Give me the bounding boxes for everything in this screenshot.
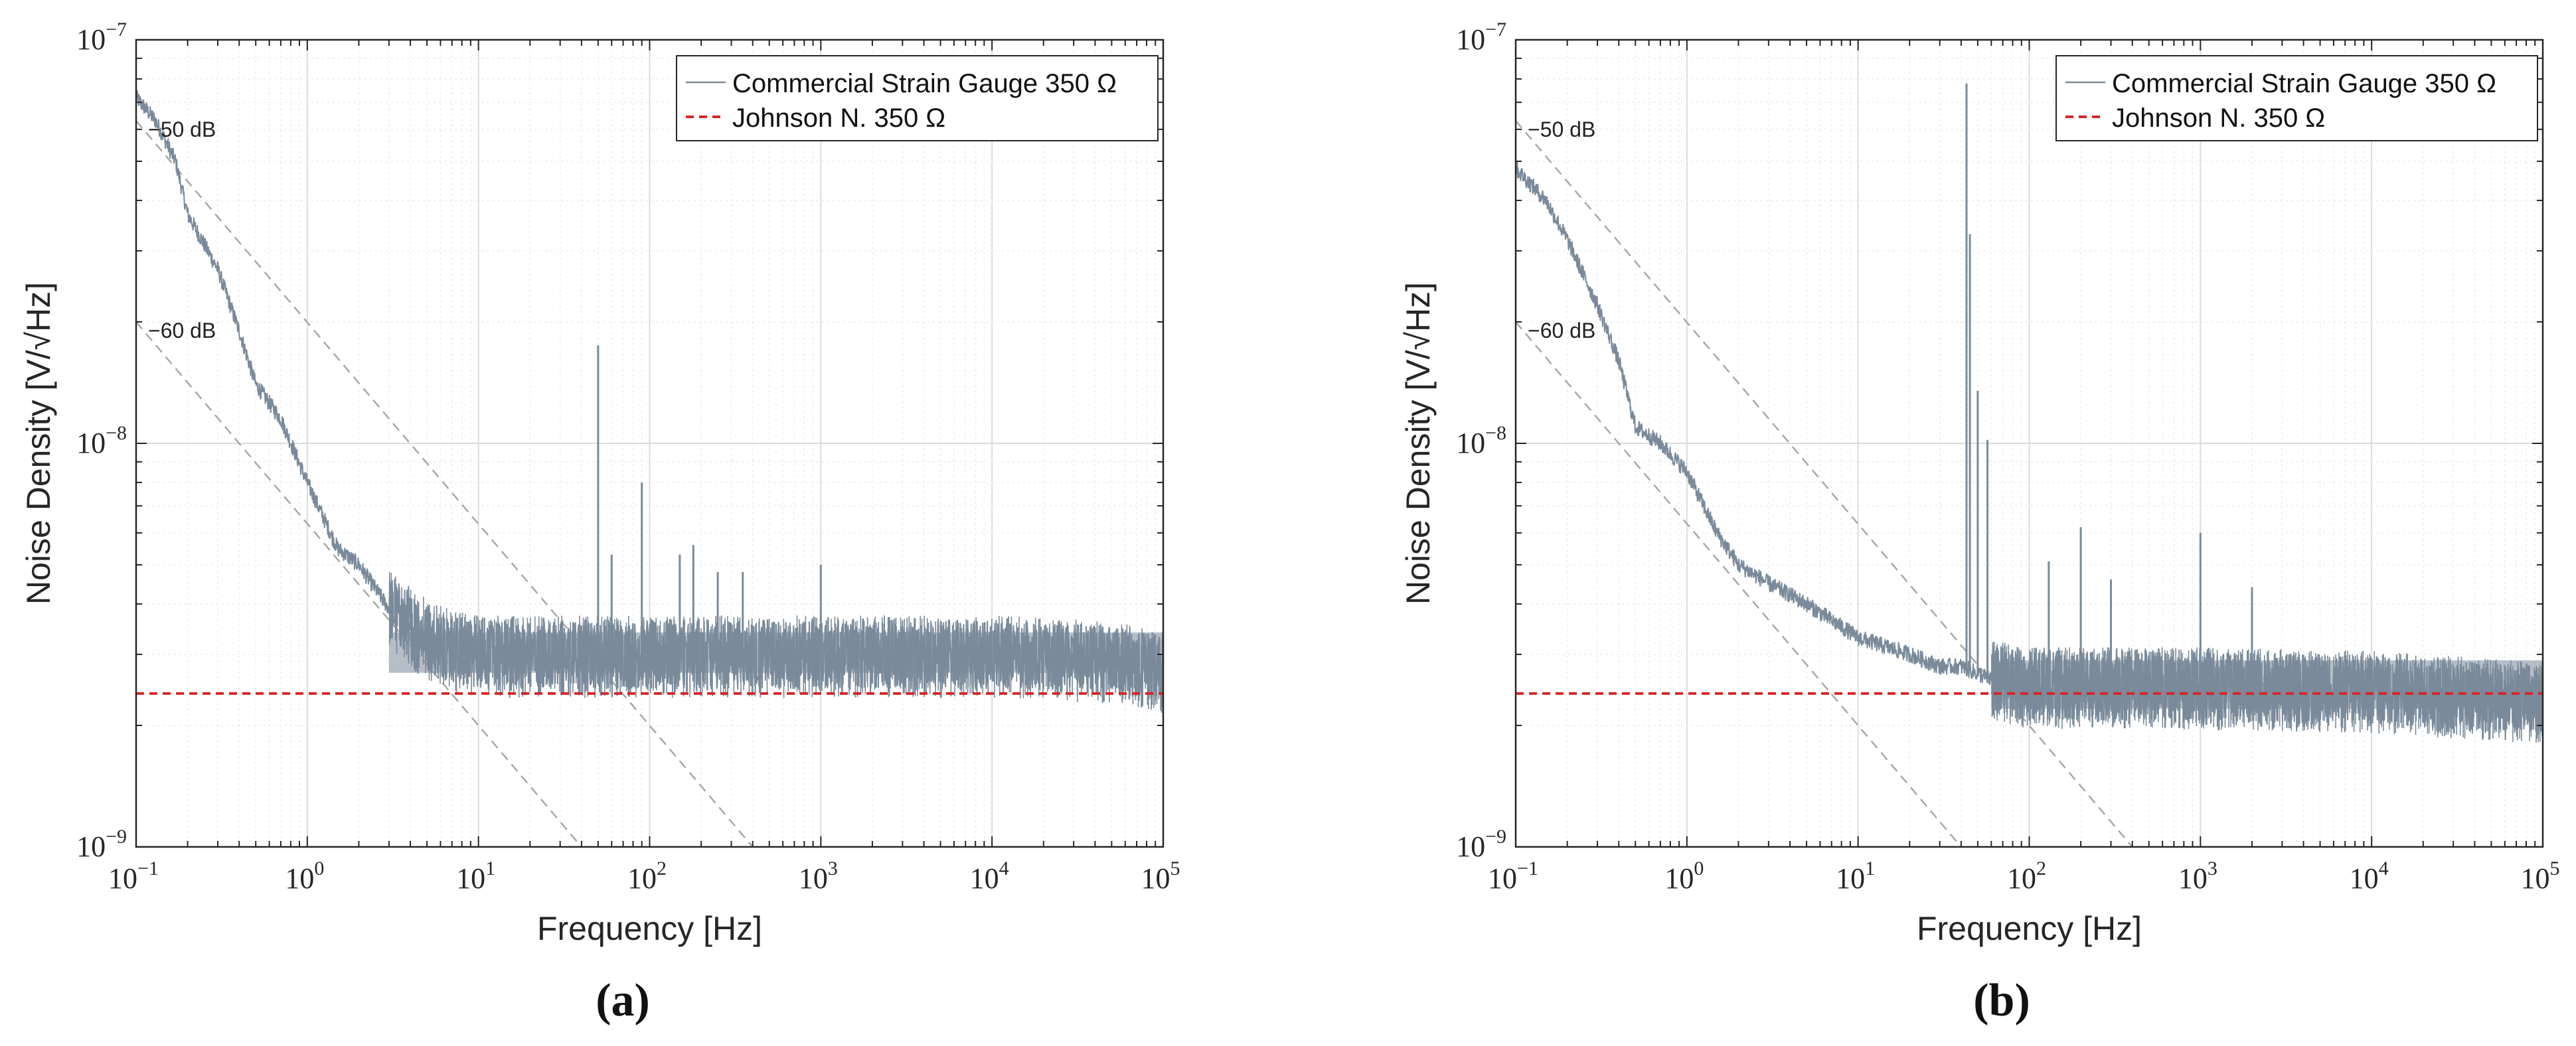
x-tick-label: 10−1 (1488, 858, 1538, 895)
x-axis-label: Frequency [Hz] (537, 910, 762, 947)
x-tick-label: 103 (2178, 858, 2217, 895)
chart-panel-b: −50 dB −60 dB 10−1 100 101 102 103 104 105 10−9 10… (1400, 19, 2560, 1026)
reference-label: −60 dB (1528, 319, 1595, 342)
x-tick-label: 105 (2521, 858, 2560, 895)
panel-label: (a) (596, 975, 650, 1026)
series-line-strain-gauge (136, 90, 1163, 700)
plot-content (136, 90, 1163, 847)
series-noise-spikes (389, 572, 1163, 713)
y-tick-label: 10−8 (1456, 422, 1506, 459)
y-tick-label: 10−8 (76, 422, 127, 459)
legend: Commercial Strain Gauge 350 Ω Johnson N. … (676, 55, 1159, 141)
x-tick-label: 105 (1141, 858, 1180, 895)
y-tick-label: 10−7 (76, 19, 127, 56)
x-tick-label: 101 (456, 858, 495, 895)
grid (135, 40, 1163, 848)
reference-line-50db (1516, 120, 2133, 847)
x-tick-label: 100 (1664, 858, 1704, 895)
y-tick-label: 10−9 (1456, 826, 1506, 863)
y-axis-label: Noise Density [V/√Hz] (1400, 282, 1437, 605)
reference-line-60db (136, 321, 582, 847)
x-tick-label: 102 (2007, 858, 2046, 895)
x-tick-label: 100 (285, 858, 324, 895)
legend-label: Commercial Strain Gauge 350 Ω (732, 69, 1117, 98)
legend: Commercial Strain Gauge 350 Ω Johnson N. … (2055, 55, 2538, 141)
reference-line-50db (136, 120, 754, 847)
x-tick-label: 104 (970, 858, 1009, 895)
x-tick-label: 104 (2350, 858, 2389, 895)
panel-label: (b) (1973, 975, 2030, 1026)
y-tick-label: 10−7 (1456, 19, 1506, 56)
legend-label: Johnson N. 350 Ω (732, 104, 945, 133)
reference-label: −50 dB (148, 117, 216, 141)
x-tick-label: 101 (1836, 858, 1875, 895)
reference-label: −60 dB (148, 319, 216, 342)
x-tick-label: 103 (799, 858, 838, 895)
x-tick-label: 10−1 (108, 858, 159, 895)
legend-label: Johnson N. 350 Ω (2112, 104, 2325, 133)
y-tick-label: 10−9 (76, 826, 127, 863)
plot-content (1516, 83, 2543, 847)
grid (1515, 40, 2543, 848)
legend-box (676, 55, 1159, 141)
x-tick-label: 102 (627, 858, 667, 895)
legend-label: Commercial Strain Gauge 350 Ω (2112, 69, 2496, 98)
reference-line-60db (1516, 321, 1962, 847)
y-axis-label: Noise Density [V/√Hz] (20, 282, 57, 605)
legend-box (2055, 55, 2538, 141)
reference-label: −50 dB (1528, 117, 1595, 141)
chart-panel-a: −50 dB −60 dB 10−1 100 101 102 103 104 105 10−9 10… (20, 19, 1180, 1026)
x-axis-label: Frequency [Hz] (1917, 910, 2142, 947)
